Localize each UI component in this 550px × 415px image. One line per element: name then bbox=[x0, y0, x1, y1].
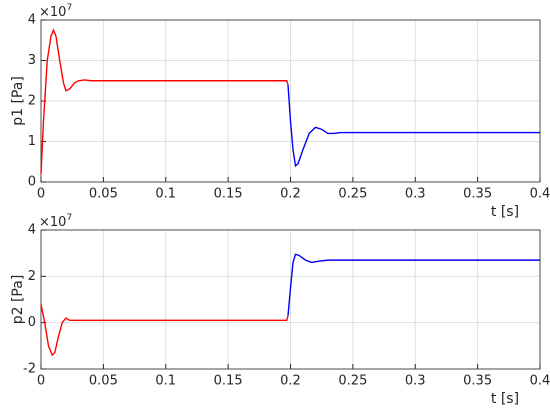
data-line bbox=[287, 253, 540, 316]
x-tick-label: 0.1 bbox=[155, 187, 176, 202]
x-tick-label: 0.15 bbox=[214, 374, 243, 389]
y-tick-label: 2 bbox=[28, 94, 36, 109]
y-multiplier: ×107 bbox=[39, 3, 72, 20]
y-tick-label: 2 bbox=[28, 269, 36, 284]
x-tick-label: 0.35 bbox=[463, 187, 492, 202]
axes: 0 0.05 0.1 0.15 0.2 0.25 0.3 0.35 0.4 0 1 2 3 4 p1 [Pa… bbox=[10, 3, 550, 221]
x-tick-label: 0.2 bbox=[280, 374, 301, 389]
x-tick-label: 0.2 bbox=[280, 187, 301, 202]
x-tick-label: 0.05 bbox=[89, 374, 118, 389]
x-tick-label: 0.05 bbox=[89, 187, 118, 202]
x-axis-label: t [s] bbox=[491, 391, 519, 407]
x-tick-label: 0.3 bbox=[405, 187, 426, 202]
y-tick-label: 0 bbox=[28, 175, 36, 190]
x-tick-label: 0.4 bbox=[530, 187, 550, 202]
y-tick-label: 1 bbox=[28, 134, 36, 149]
multiplier-exponent: 7 bbox=[66, 3, 72, 13]
y-tick-label: 4 bbox=[28, 13, 36, 28]
y-axis-label: p2 [Pa] bbox=[10, 275, 26, 325]
data-line bbox=[287, 84, 540, 168]
y-tick-label: 0 bbox=[28, 315, 36, 330]
axes-box bbox=[40, 19, 541, 183]
x-tick-label: 0 bbox=[37, 187, 45, 202]
x-tick-label: 0.35 bbox=[463, 374, 492, 389]
x-tick-label: 0.15 bbox=[214, 187, 243, 202]
y-multiplier: ×107 bbox=[39, 213, 72, 230]
x-tick-label: 0.4 bbox=[530, 374, 550, 389]
multiplier-base: ×10 bbox=[39, 215, 66, 230]
data-line bbox=[40, 28, 289, 174]
multiplier-exponent: 7 bbox=[66, 213, 72, 223]
axes-box bbox=[40, 229, 541, 370]
x-tick-label: 0 bbox=[37, 374, 45, 389]
x-axis-label: t [s] bbox=[491, 204, 519, 220]
multiplier-base: ×10 bbox=[39, 5, 66, 20]
x-tick-label: 0.25 bbox=[338, 187, 367, 202]
data-line bbox=[40, 303, 289, 357]
x-tick-label: 0.3 bbox=[405, 374, 426, 389]
y-tick-label: 4 bbox=[28, 223, 36, 238]
x-tick-label: 0.1 bbox=[155, 374, 176, 389]
y-tick-label: 3 bbox=[28, 53, 36, 68]
y-tick-label: -2 bbox=[23, 362, 36, 377]
x-tick-label: 0.25 bbox=[338, 374, 367, 389]
y-axis-label: p1 [Pa] bbox=[10, 76, 26, 126]
